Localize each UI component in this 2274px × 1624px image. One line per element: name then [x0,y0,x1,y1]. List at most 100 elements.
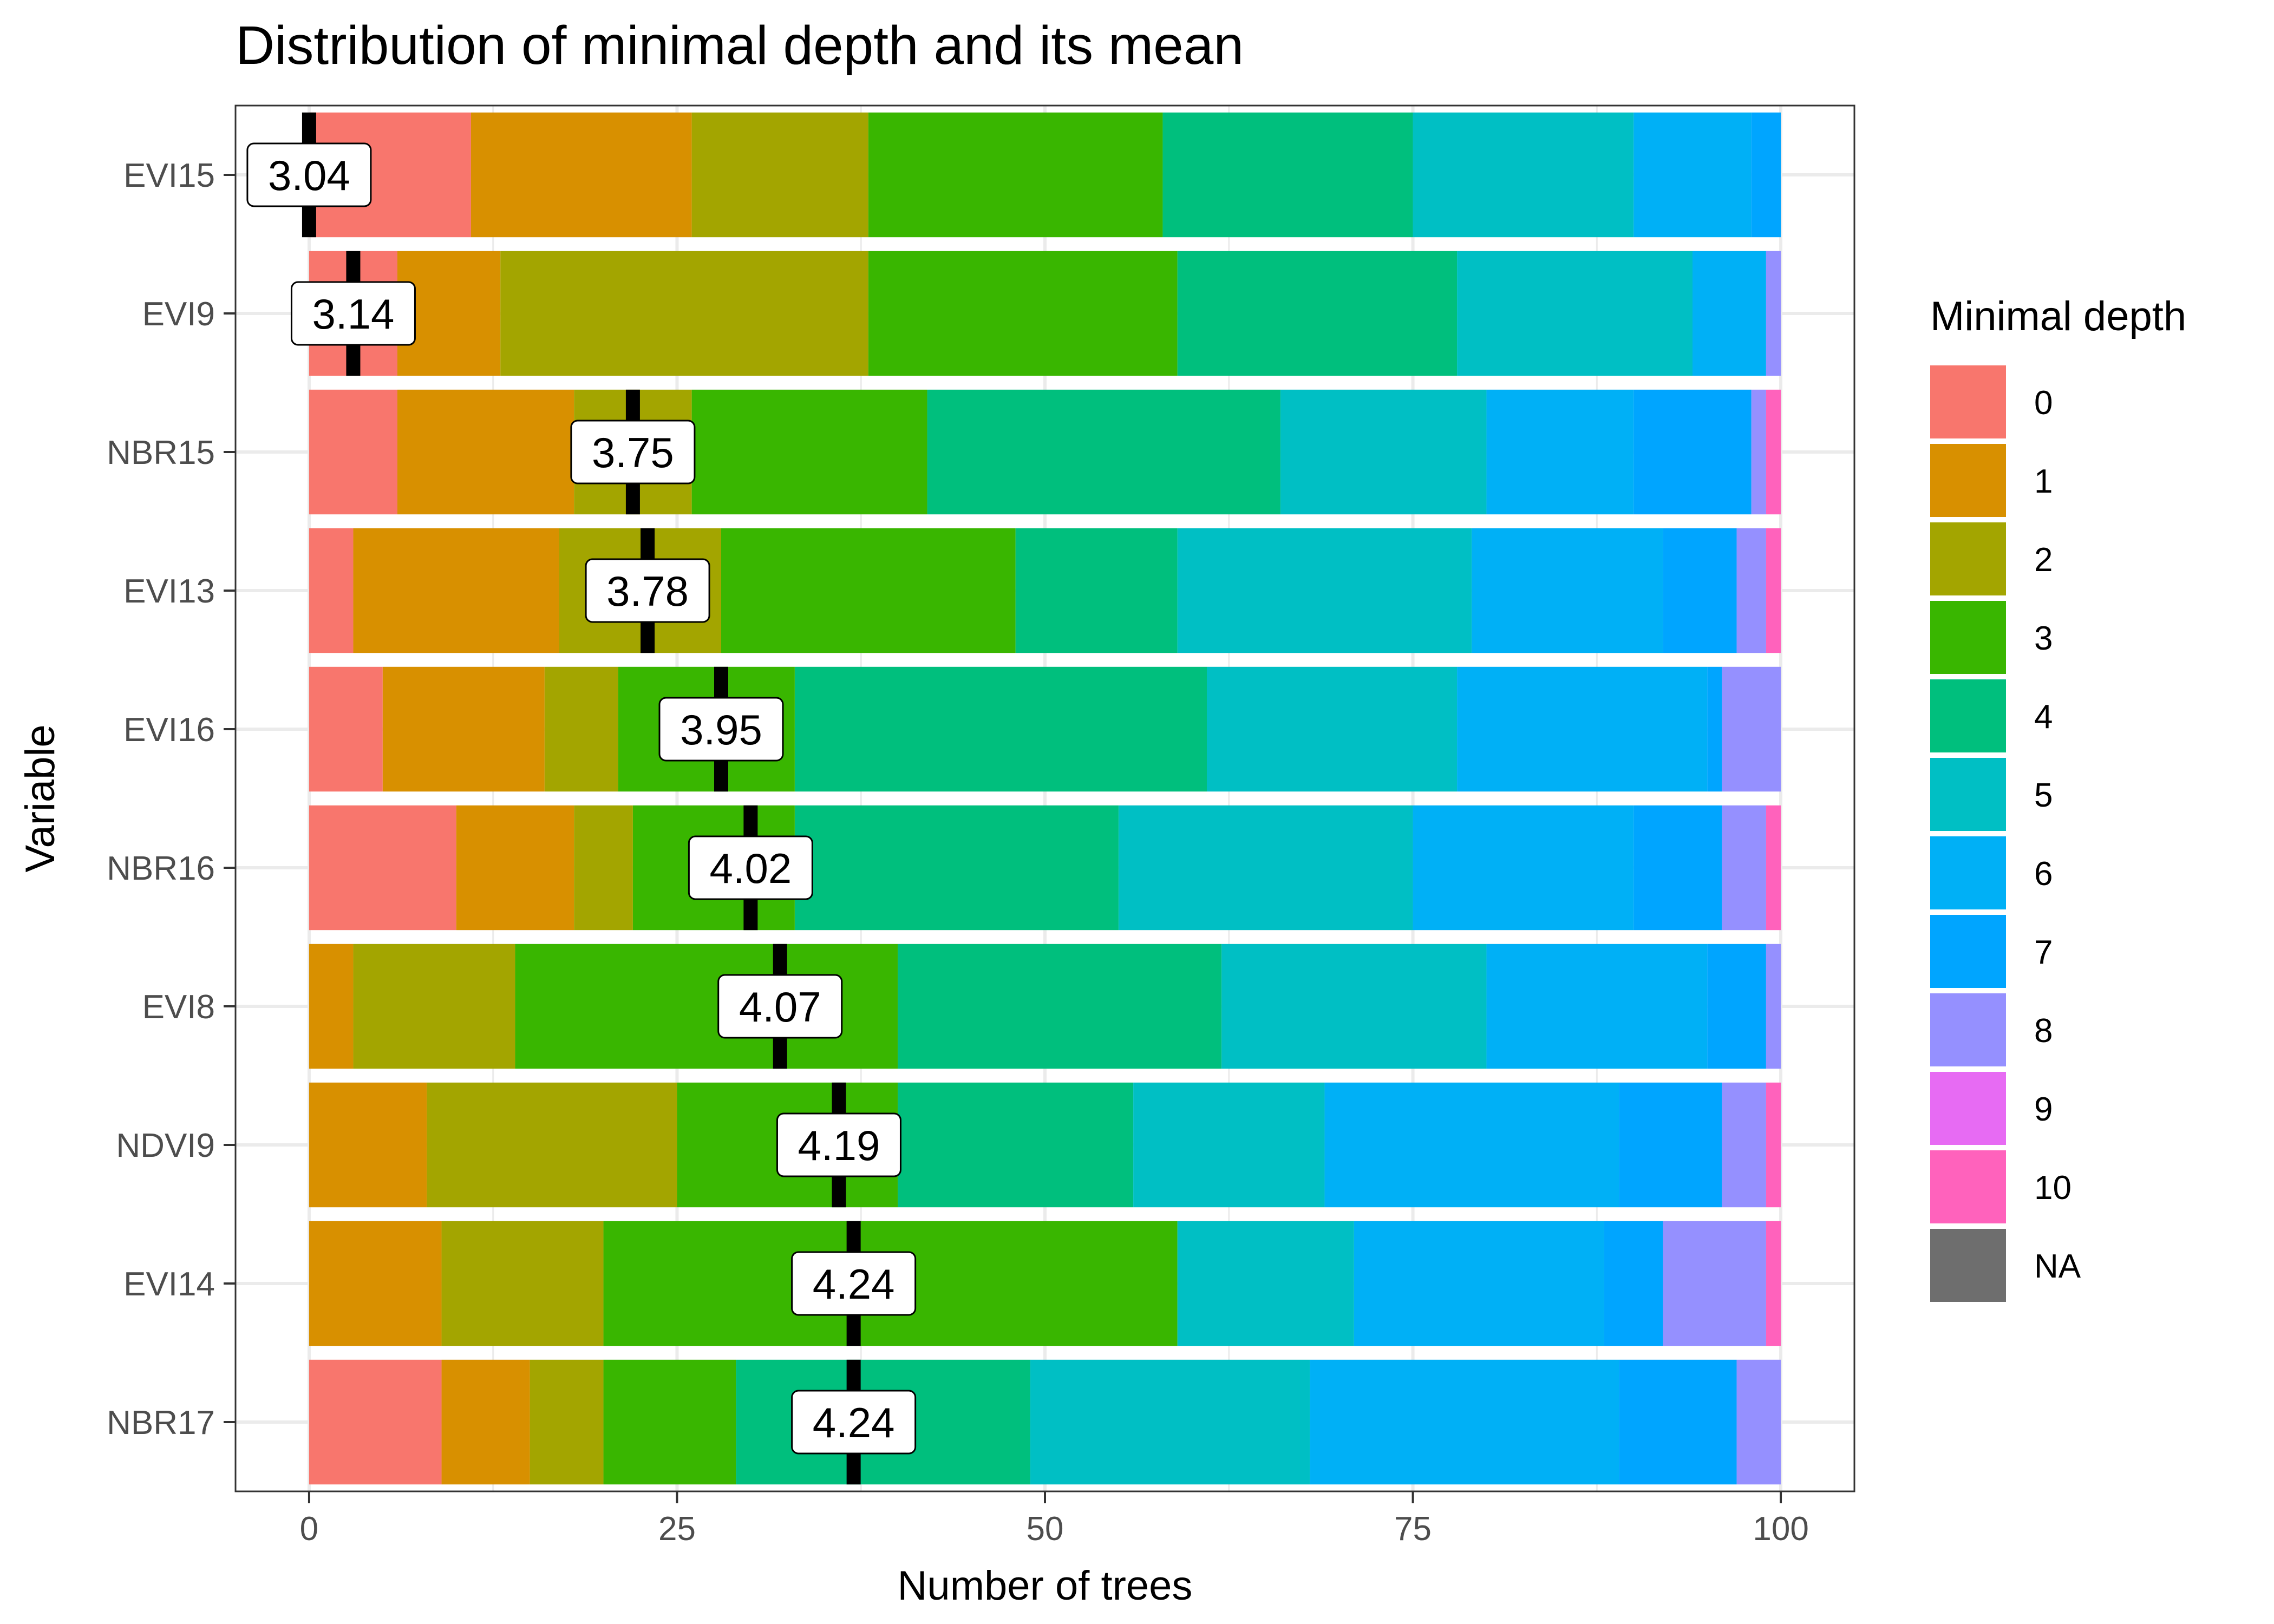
bar-segment-NBR17-depth-6 [1310,1359,1619,1485]
legend-key-7 [1930,915,2006,988]
bar-segment-EVI9-depth-6 [1693,251,1766,376]
bar-segment-NBR15-depth-0 [309,389,397,515]
bar-segment-NDVI9-depth-4 [898,1082,1134,1208]
y-tick-label-EVI16: EVI16 [123,711,215,749]
bar-segment-EVI15-depth-4 [1162,112,1413,238]
x-tick-label-100: 100 [1753,1510,1808,1548]
y-tick-label-EVI8: EVI8 [142,988,215,1026]
bar-segment-EVI15-depth-5 [1413,112,1634,238]
legend-label-NA: NA [2034,1248,2081,1285]
y-tick-label-NBR16: NBR16 [107,850,215,887]
mean-label-box-NDVI9 [776,1112,901,1177]
bar-segment-NBR17-depth-5 [1030,1359,1310,1485]
mean-label-box-NBR15 [570,420,696,484]
mean-label-box-EVI13 [585,558,710,623]
bar-segment-NBR16-depth-10 [1766,805,1781,931]
bar-segment-NBR15-depth-6 [1486,389,1634,515]
bar-segment-EVI16-depth-1 [382,666,545,792]
bar-segment-NDVI9-depth-10 [1766,1082,1781,1208]
bar-segment-NBR17-depth-1 [441,1359,530,1485]
bar-segment-EVI13-depth-4 [1015,528,1178,653]
x-axis-ticks: 0 25 50 75 100 [300,1491,1809,1548]
bar-segment-EVI9-depth-2 [500,251,868,376]
legend-key-NA [1930,1229,2006,1302]
mean-label-box-EVI15 [246,142,372,207]
bar-segment-EVI16-depth-5 [1207,666,1458,792]
bar-segment-NDVI9-depth-2 [427,1082,677,1208]
bar-segment-EVI15-depth-3 [868,112,1163,238]
bar-segment-EVI8-depth-8 [1766,944,1781,1069]
bar-segment-NBR16-depth-0 [309,805,456,931]
x-tick-label-50: 50 [1027,1510,1064,1548]
mean-label-NBR16: 4.02 [709,844,792,892]
x-axis-title: Number of trees [898,1563,1193,1609]
bar-segment-NDVI9-depth-5 [1133,1082,1325,1208]
bar-segment-EVI14-depth-1 [309,1221,442,1346]
y-tick-label-NBR15: NBR15 [107,434,215,472]
bar-segment-EVI14-depth-2 [441,1221,604,1346]
mean-label-EVI8: 4.07 [739,983,821,1031]
bar-segment-NBR16-depth-5 [1118,805,1413,931]
legend-key-4 [1930,679,2006,752]
bar-segment-NBR16-depth-8 [1722,805,1766,931]
legend-key-9 [1930,1072,2006,1145]
bar-segment-NBR16-depth-6 [1413,805,1634,931]
y-axis-ticks: EVI15 EVI9 NBR15 EVI13 EVI16 NBR16 EVI8 NDVI9 EV… [107,157,236,1442]
bar-segment-NBR15-depth-1 [397,389,574,515]
bar-segment-EVI8-depth-1 [309,944,354,1069]
legend-label-9: 9 [2034,1091,2053,1128]
bar-segment-EVI15-depth-6 [1633,112,1752,238]
legend-label-6: 6 [2034,855,2053,893]
mean-label-box-EVI16 [658,697,784,762]
legend-title: Minimal depth [1930,293,2186,339]
bar-segment-NBR17-depth-3 [603,1359,736,1485]
y-tick-label-EVI14: EVI14 [123,1266,215,1303]
bar-segment-EVI8-depth-2 [353,944,515,1069]
mean-label-EVI16: 3.95 [680,706,762,754]
legend-key-10 [1930,1150,2006,1223]
bar-segment-NBR17-depth-7 [1619,1359,1737,1485]
bar-segment-NBR15-depth-4 [927,389,1280,515]
bar-segment-EVI13-depth-1 [353,528,559,653]
mean-label-box-NBR17 [791,1390,917,1455]
bar-segment-EVI15-depth-2 [691,112,868,238]
bar-segment-EVI16-depth-8 [1722,666,1781,792]
mean-label-EVI13: 3.78 [606,567,689,615]
legend-key-5 [1930,758,2006,831]
legend-key-8 [1930,993,2006,1066]
bar-segment-EVI16-depth-0 [309,666,383,792]
bar-segment-EVI13-depth-8 [1736,528,1766,653]
bar-segment-EVI16-depth-4 [794,666,1207,792]
bar-segment-NDVI9-depth-7 [1619,1082,1722,1208]
bar-segment-EVI8-depth-6 [1486,944,1708,1069]
mean-label-NBR17: 4.24 [813,1399,895,1446]
legend: 0 1 2 3 4 5 6 7 8 9 10 NA [1930,365,2081,1302]
bar-segment-EVI14-depth-7 [1604,1221,1663,1346]
mean-label-NBR15: 3.75 [592,429,674,476]
legend-label-8: 8 [2034,1012,2053,1050]
mean-label-EVI15: 3.04 [268,152,350,199]
bar-segment-NBR17-depth-8 [1736,1359,1781,1485]
y-tick-label-EVI13: EVI13 [123,573,215,610]
bar-segment-EVI13-depth-3 [721,528,1016,653]
legend-label-1: 1 [2034,463,2053,500]
y-tick-label-NBR17: NBR17 [107,1404,215,1442]
legend-key-1 [1930,444,2006,517]
bar-segment-EVI14-depth-6 [1354,1221,1604,1346]
y-tick-label-EVI9: EVI9 [142,296,215,333]
bar-segment-NBR16-depth-2 [574,805,633,931]
bar-segment-NBR16-depth-1 [456,805,574,931]
bar-segment-EVI8-depth-7 [1707,944,1766,1069]
bar-segment-EVI15-depth-1 [471,112,692,238]
bar-segment-EVI9-depth-8 [1766,251,1781,376]
legend-label-10: 10 [2034,1169,2072,1207]
mean-label-box-NBR16 [688,835,813,900]
bar-segment-NBR15-depth-10 [1766,389,1781,515]
x-tick-label-25: 25 [658,1510,696,1548]
mean-label-box-EVI8 [717,974,843,1039]
bar-segment-EVI16-depth-7 [1707,666,1722,792]
bar-segment-NDVI9-depth-6 [1324,1082,1619,1208]
bar-segment-NBR17-depth-0 [309,1359,442,1485]
